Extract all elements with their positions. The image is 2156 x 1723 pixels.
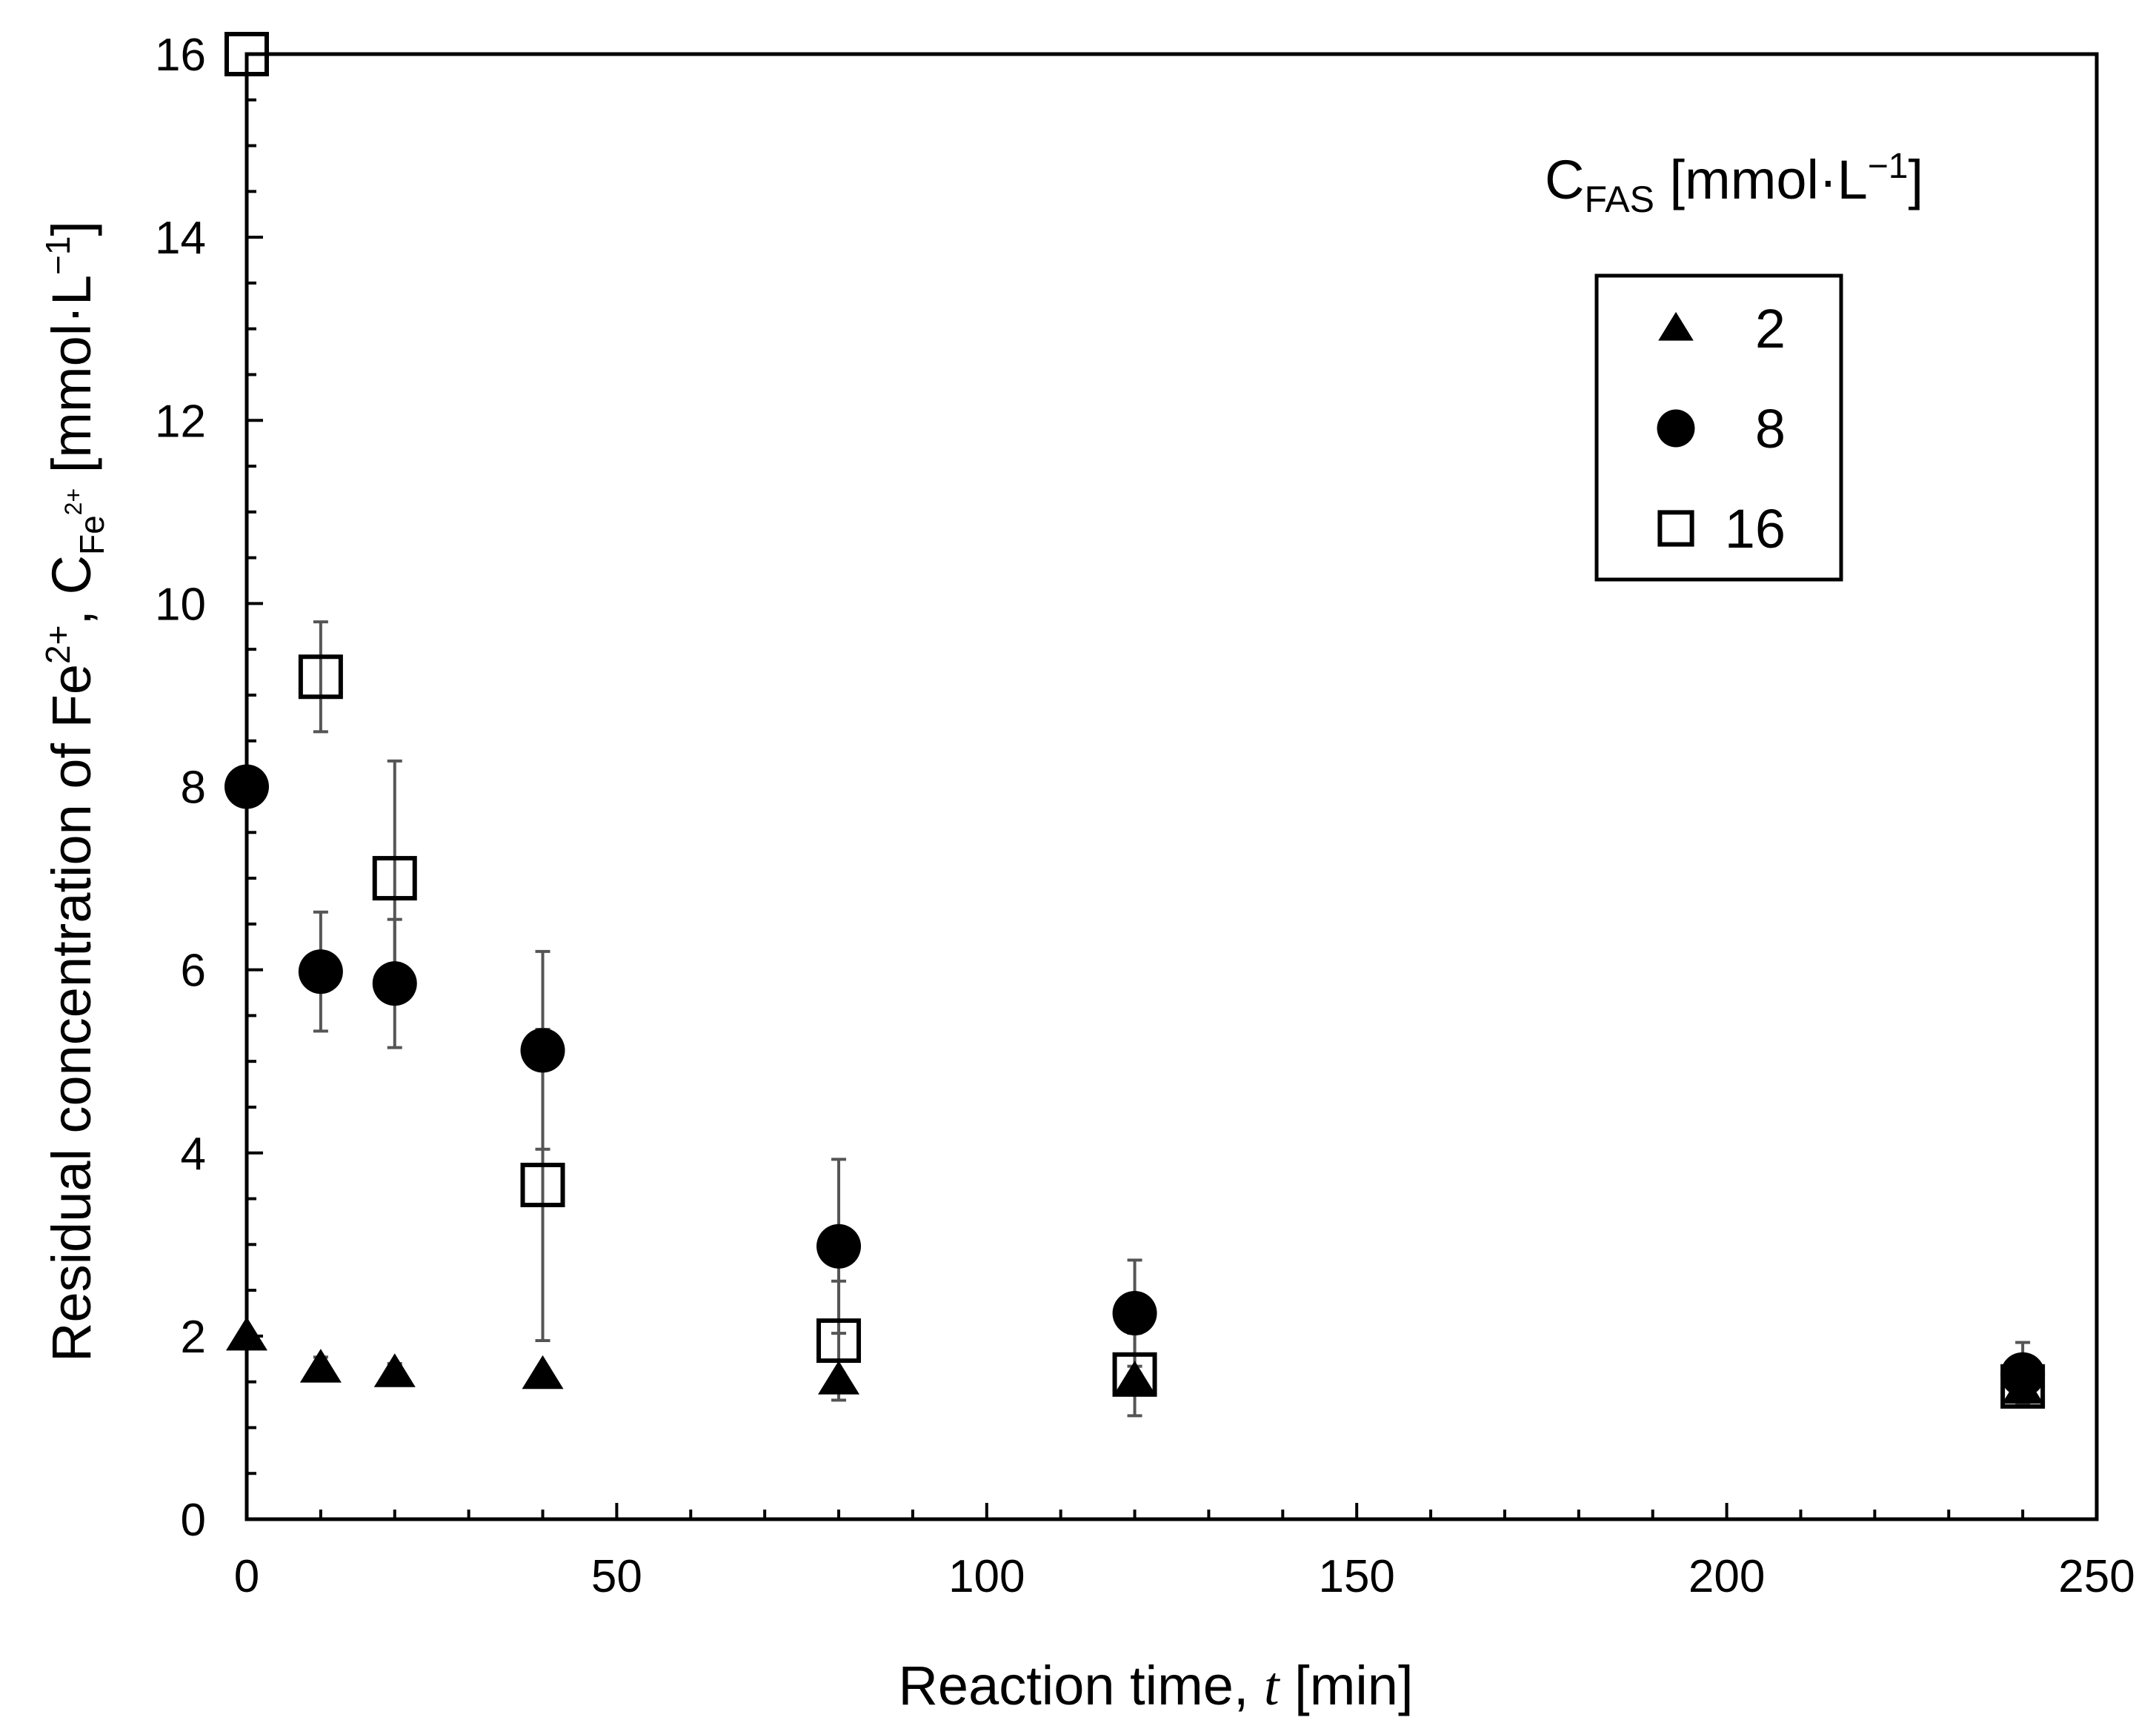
x-tick-label: 250 <box>2058 1551 2135 1602</box>
data-point-circle <box>298 949 343 995</box>
legend-title: CFAS [mmol·L−1] <box>1545 147 1923 220</box>
legend-marker-triangle <box>1658 311 1694 341</box>
x-axis-ticks: 0 50 100 150 200 250 <box>234 1503 2135 1602</box>
legend-label: 8 <box>1755 398 1786 459</box>
x-tick-label: 50 <box>591 1551 642 1602</box>
data-point-circle <box>224 764 269 809</box>
data-point-circle <box>520 1028 565 1073</box>
y-tick-label: 4 <box>181 1129 206 1180</box>
legend-box <box>1594 273 1843 582</box>
legend: 2 8 16 <box>1594 273 1843 582</box>
data-point-triangle <box>2002 1370 2044 1404</box>
y-axis-ticks: 0 2 4 6 8 10 12 14 16 <box>155 30 263 1546</box>
y-tick-label: 12 <box>155 396 206 447</box>
y-tick-label: 16 <box>155 30 206 81</box>
data-markers <box>224 32 2046 1409</box>
data-point-triangle <box>818 1361 860 1395</box>
data-point-circle <box>816 1224 862 1269</box>
data-point-triangle <box>226 1316 267 1351</box>
data-point-open-square <box>1112 1352 1157 1397</box>
data-point-triangle <box>373 1353 416 1387</box>
y-tick-label: 10 <box>155 579 206 630</box>
data-point-triangle <box>1114 1361 1156 1395</box>
x-tick-label: 100 <box>948 1551 1025 1602</box>
y-tick-label: 8 <box>181 763 206 814</box>
legend-marker-circle <box>1657 409 1695 448</box>
y-tick-label: 14 <box>155 213 206 264</box>
data-point-open-square <box>298 654 343 700</box>
y-tick-label: 2 <box>181 1312 206 1363</box>
legend-label: 16 <box>1725 498 1786 560</box>
data-point-open-square <box>816 1318 862 1364</box>
data-point-circle <box>1112 1290 1157 1335</box>
data-point-triangle <box>299 1349 342 1383</box>
data-point-triangle <box>522 1355 564 1390</box>
x-axis-title: Reaction time, t [min] <box>898 1655 1413 1717</box>
data-point-open-square <box>224 32 269 76</box>
x-tick-label: 150 <box>1318 1551 1394 1602</box>
x-tick-label: 0 <box>234 1551 259 1602</box>
data-point-circle <box>372 961 417 1006</box>
x-tick-label: 200 <box>1688 1551 1765 1602</box>
y-tick-label: 6 <box>181 946 206 997</box>
data-point-open-square <box>372 856 417 901</box>
legend-marker-open-square <box>1657 510 1694 547</box>
y-tick-label: 0 <box>181 1495 206 1546</box>
legend-label: 2 <box>1755 298 1786 359</box>
y-axis-title: Residual concentration of Fe2+, CFe2+ [m… <box>39 221 111 1362</box>
data-point-open-square <box>520 1162 565 1207</box>
